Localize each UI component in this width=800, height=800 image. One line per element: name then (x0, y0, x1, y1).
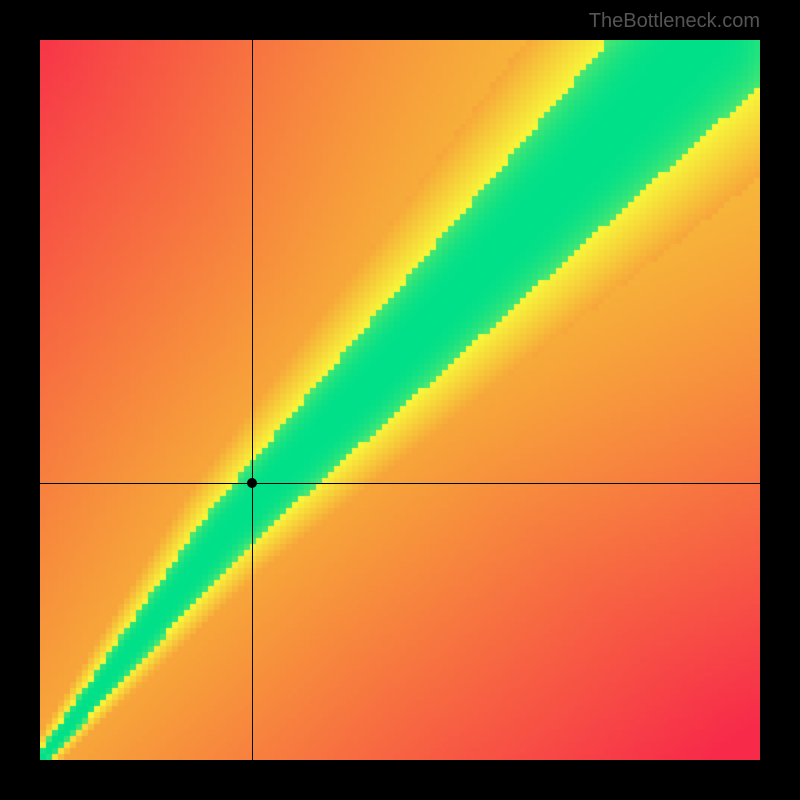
heatmap-chart (40, 40, 760, 760)
heatmap-canvas (40, 40, 760, 760)
crosshair-vertical (252, 40, 253, 760)
crosshair-horizontal (40, 483, 760, 484)
crosshair-marker (247, 478, 257, 488)
watermark-text: TheBottleneck.com (589, 10, 760, 33)
